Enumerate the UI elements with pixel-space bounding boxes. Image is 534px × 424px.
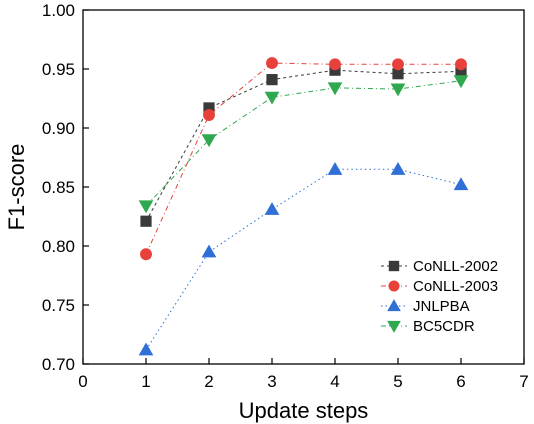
- data-point: [390, 83, 406, 97]
- legend-label: JNLPBA: [413, 298, 470, 315]
- data-point: [455, 65, 467, 77]
- data-point: [455, 58, 467, 71]
- data-point: [453, 177, 469, 191]
- y-tick-label: 0.90: [42, 119, 75, 138]
- data-point: [264, 91, 280, 105]
- data-point: [203, 102, 215, 114]
- x-tick-label: 6: [456, 372, 465, 391]
- data-point: [140, 248, 152, 261]
- data-point: [390, 161, 406, 175]
- data-point: [329, 58, 341, 71]
- data-point: [138, 200, 154, 214]
- data-point: [453, 75, 469, 89]
- data-point: [264, 202, 280, 215]
- series-line: [145, 80, 462, 207]
- data-point: [266, 74, 278, 86]
- x-tick-label: 5: [393, 372, 402, 391]
- data-point: [392, 68, 404, 80]
- legend-item: BC5CDR: [381, 318, 475, 335]
- ticks-layer: 0 1 2 3 4 5 6 7 0.70 0.75 0.80 0.85 0.90 0.95 1.00: [42, 1, 529, 391]
- data-point: [201, 134, 217, 148]
- legend-label: CoNLL-2002: [413, 258, 498, 275]
- y-tick-label: 0.70: [42, 355, 75, 374]
- legend-item: CoNLL-2003: [381, 278, 498, 295]
- x-tick-label: 4: [330, 372, 339, 391]
- y-axis-title: F1-score: [4, 144, 29, 231]
- x-tick-label: 3: [267, 372, 276, 391]
- series-layer: [138, 57, 469, 356]
- series-conll-2003: [140, 57, 467, 261]
- data-point: [266, 57, 278, 70]
- data-point: [203, 109, 215, 121]
- x-tick-label: 7: [519, 372, 528, 391]
- legend-label: BC5CDR: [413, 318, 475, 335]
- series-bc5cdr: [138, 75, 469, 214]
- data-point: [327, 161, 343, 175]
- legend-marker: [387, 320, 401, 333]
- y-tick-label: 0.75: [42, 296, 75, 315]
- legend-label: CoNLL-2003: [413, 278, 498, 295]
- data-point: [138, 342, 154, 356]
- y-tick-label: 0.80: [42, 237, 75, 256]
- y-tick-label: 0.85: [42, 178, 75, 197]
- legend-marker: [387, 299, 401, 312]
- series-conll-2002: [140, 64, 467, 227]
- legend-marker: [388, 280, 400, 292]
- x-tick-label: 2: [204, 372, 213, 391]
- series-line: [145, 62, 461, 255]
- y-tick-label: 0.95: [42, 60, 75, 79]
- series-line: [145, 69, 462, 222]
- x-axis-title: Update steps: [239, 398, 369, 423]
- legend-item: CoNLL-2002: [381, 258, 498, 275]
- data-point: [201, 244, 217, 258]
- data-point: [140, 215, 152, 227]
- x-tick-label: 1: [141, 372, 150, 391]
- legend-marker: [388, 260, 400, 272]
- series-line: [145, 168, 462, 351]
- data-point: [327, 82, 343, 96]
- legend-item: JNLPBA: [381, 298, 470, 315]
- series-jnlpba: [138, 161, 469, 356]
- y-tick-label: 1.00: [42, 1, 75, 20]
- data-point: [392, 58, 404, 71]
- x-tick-label: 0: [78, 372, 87, 391]
- legend: CoNLL-2002 CoNLL-2003 JNLPBA BC5CDR: [381, 258, 498, 335]
